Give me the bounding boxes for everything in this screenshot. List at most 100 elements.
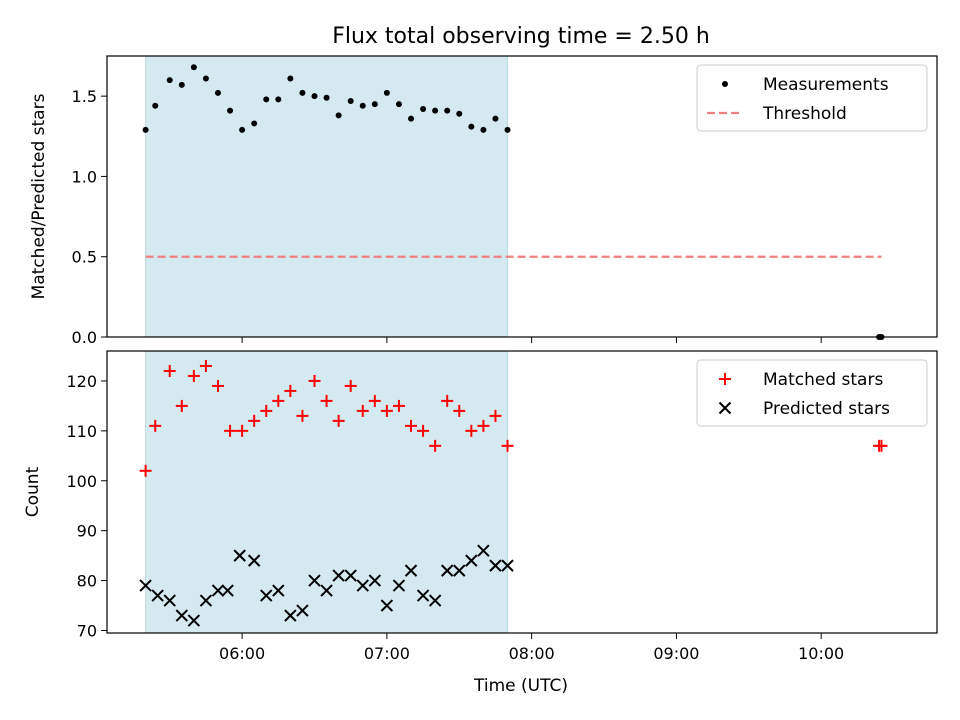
predicted-star-point — [501, 559, 514, 572]
series-predicted-stars — [139, 544, 514, 627]
top-panel: 0.0 0.5 1.0 1.5 Matched/Predicted stars Measu… — [29, 55, 938, 347]
matched-star-point — [308, 374, 321, 387]
matched-star-point — [139, 464, 152, 477]
measurement-point — [492, 115, 499, 122]
measurement-point — [432, 107, 439, 114]
y-tick-label: 0.0 — [72, 328, 97, 347]
legend-dot-swatch — [722, 81, 728, 87]
y-tick-label: 120 — [66, 372, 97, 391]
matched-star-point — [296, 409, 309, 422]
bottom-panel: 06:00 07:00 08:00 09:00 10:00 70 80 90 100 110 120… — [23, 350, 938, 663]
legend-entry: Matched stars — [719, 370, 883, 390]
matched-star-point — [477, 419, 490, 432]
predicted-star-point — [356, 579, 369, 592]
predicted-star-point — [453, 564, 466, 577]
predicted-star-point — [416, 589, 430, 602]
x-axis-label: Time (UTC) — [473, 676, 568, 696]
x-tick-label: 07:00 — [364, 644, 410, 663]
predicted-star-point — [428, 594, 442, 607]
series-matched-stars — [139, 359, 888, 477]
y-axis-label: Matched/Predicted stars — [29, 93, 49, 299]
legend-label: Measurements — [763, 75, 889, 95]
measurement-point — [323, 94, 330, 101]
matched-star-point — [465, 424, 478, 437]
predicted-star-point — [477, 544, 490, 557]
legend-label: Matched stars — [763, 370, 883, 390]
x-tick-label: 10:00 — [798, 644, 844, 663]
measurement-point — [335, 112, 342, 119]
measurement-point — [178, 81, 185, 88]
measurement-point — [142, 126, 149, 133]
predicted-star-point — [163, 594, 176, 607]
predicted-star-point — [332, 569, 345, 582]
measurement-point — [227, 107, 234, 114]
matched-star-point — [344, 379, 357, 392]
measurement-point — [347, 97, 354, 104]
x-tick-label: 09:00 — [653, 644, 699, 663]
matched-star-point — [368, 394, 381, 407]
y-tick-label: 100 — [66, 472, 97, 491]
measurement-point — [166, 77, 173, 84]
legend: Matched stars Predicted stars — [696, 359, 928, 427]
matched-star-point — [199, 359, 212, 372]
measurement-point — [214, 89, 221, 96]
legend-entry: Threshold — [707, 104, 847, 124]
y-tick-label: 70 — [77, 622, 97, 641]
x-tick-label: 08:00 — [509, 644, 555, 663]
legend-entry: Measurements — [722, 75, 889, 95]
y-tick-label: 1.0 — [72, 167, 97, 186]
predicted-star-point — [465, 554, 478, 567]
legend-label: Threshold — [762, 104, 847, 124]
matched-star-point — [272, 394, 285, 407]
predicted-star-point — [175, 609, 189, 622]
measurement-point — [202, 75, 209, 82]
predicted-star-point — [308, 574, 321, 587]
matched-star-point — [175, 399, 188, 412]
measurement-point — [468, 123, 475, 130]
shaded-span — [145, 55, 509, 338]
predicted-star-point — [199, 594, 213, 607]
measurement-point — [408, 115, 415, 122]
measurement-point — [359, 102, 366, 109]
predicted-star-point — [211, 584, 225, 597]
series-measurements — [142, 64, 885, 340]
predicted-star-point — [247, 554, 261, 567]
measurement-point — [190, 64, 197, 71]
legend-x-swatch — [718, 401, 732, 415]
legend-box — [696, 359, 928, 427]
predicted-star-point — [260, 589, 273, 602]
predicted-star-point — [320, 584, 333, 597]
measurement-point — [480, 126, 487, 133]
measurement-point — [299, 89, 306, 96]
predicted-star-point — [368, 574, 382, 587]
measurement-point — [275, 96, 282, 103]
predicted-star-point — [151, 589, 164, 602]
plot-frame — [106, 55, 938, 338]
y-tick-label: 110 — [66, 422, 97, 441]
y-tick-label: 0.5 — [72, 248, 97, 267]
predicted-star-point — [344, 569, 357, 582]
predicted-star-point — [380, 599, 394, 612]
matched-star-point — [320, 394, 333, 407]
predicted-star-point — [440, 564, 454, 577]
legend-label: Predicted stars — [763, 399, 890, 419]
measurement-point — [395, 101, 402, 108]
measurement-point — [420, 105, 427, 112]
matched-star-point — [332, 414, 345, 427]
matched-star-point — [392, 399, 405, 412]
legend-box — [696, 64, 928, 132]
matched-star-point — [260, 404, 273, 417]
matched-star-point — [429, 439, 442, 452]
measurement-point — [263, 96, 270, 103]
legend: Measurements Threshold — [696, 64, 928, 132]
predicted-star-point — [272, 584, 285, 597]
predicted-star-point — [139, 579, 152, 592]
predicted-star-point — [233, 549, 246, 562]
matched-star-point — [211, 379, 224, 392]
measurement-point — [456, 110, 463, 117]
matched-star-point — [380, 404, 393, 417]
matched-star-point — [489, 409, 502, 422]
matched-star-point — [356, 404, 369, 417]
predicted-star-point — [296, 604, 309, 617]
